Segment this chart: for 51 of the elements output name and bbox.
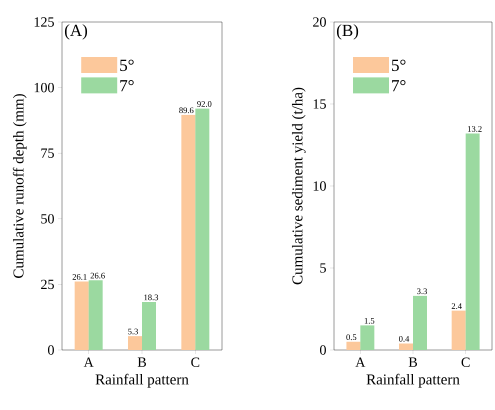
chart-title: (A) — [64, 24, 88, 40]
y-tick-label: 5 — [320, 263, 326, 273]
y-tick-label: 15 — [314, 99, 326, 109]
bar — [413, 296, 428, 350]
x-tick-label: C — [462, 358, 470, 367]
x-tick-label: B — [138, 358, 146, 367]
bar — [399, 343, 414, 350]
data-label: 2.4 — [452, 303, 462, 309]
bar — [360, 325, 374, 350]
x-axis-title: Rainfall pattern — [96, 374, 189, 388]
bar — [142, 302, 156, 350]
bar — [181, 114, 196, 350]
data-label: 5.3 — [128, 328, 138, 334]
bar — [195, 108, 210, 350]
data-label: 92.0 — [197, 101, 212, 107]
y-tick-label: 75 — [41, 148, 54, 158]
legend-label: 7° — [120, 80, 134, 92]
x-tick-label: C — [191, 358, 200, 367]
data-label: 1.5 — [364, 318, 374, 324]
x-axis-title: Rainfall pattern — [366, 374, 460, 388]
y-tick-label: 20 — [313, 17, 326, 27]
y-tick-label: 0 — [320, 345, 326, 355]
y-tick-label: 50 — [41, 214, 54, 224]
chart-title: (B) — [336, 24, 358, 40]
legend-label: 5° — [120, 60, 134, 72]
data-label: 0.5 — [346, 334, 356, 340]
legend-label: 5° — [392, 60, 406, 72]
bar — [452, 310, 466, 350]
y-tick-label: 125 — [34, 17, 54, 27]
x-tick-label: A — [84, 358, 94, 367]
data-label: 13.2 — [468, 126, 482, 132]
data-label: 26.1 — [72, 274, 87, 280]
bar — [346, 342, 360, 350]
bar — [466, 134, 480, 350]
x-tick-label: A — [355, 358, 366, 367]
data-label: 89.6 — [179, 107, 194, 114]
legend-label: 7° — [392, 80, 406, 92]
y-tick-label: 25 — [41, 280, 54, 290]
y-axis-title: Cumulative runoff depth (mm) — [12, 94, 27, 278]
bar — [88, 280, 103, 350]
data-label: 18.3 — [144, 294, 158, 300]
y-axis-title: Cumulative sediment yield (t/ha) — [292, 88, 306, 284]
y-tick-label: 100 — [34, 82, 54, 92]
y-tick-label: 10 — [314, 181, 326, 191]
bar — [74, 282, 89, 350]
bar — [128, 336, 142, 350]
x-tick-label: B — [408, 358, 417, 367]
data-label: 0.4 — [399, 336, 410, 342]
y-tick-label: 0 — [48, 345, 54, 355]
data-label: 26.6 — [90, 272, 105, 279]
data-label: 3.3 — [417, 288, 427, 294]
